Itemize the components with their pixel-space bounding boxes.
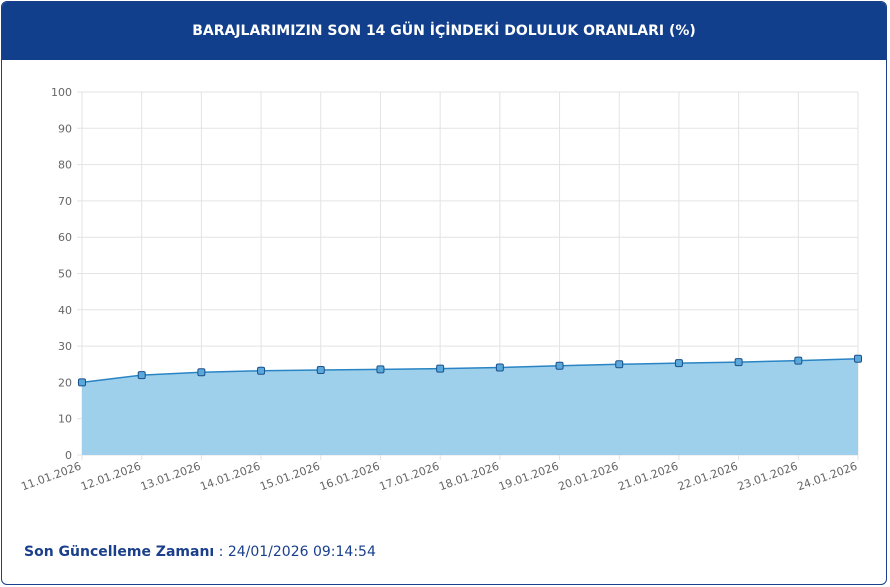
y-tick-label: 20 bbox=[58, 376, 72, 389]
x-tick-label: 17.01.2026 bbox=[378, 460, 442, 494]
y-tick-label: 10 bbox=[58, 413, 72, 426]
chart-title: BARAJLARIMIZIN SON 14 GÜN İÇİNDEKİ DOLUL… bbox=[2, 2, 886, 60]
y-tick-label: 100 bbox=[51, 86, 72, 99]
y-tick-label: 50 bbox=[58, 268, 72, 281]
point bbox=[615, 360, 624, 369]
area bbox=[82, 358, 858, 455]
point bbox=[376, 365, 385, 374]
point bbox=[316, 366, 325, 375]
point bbox=[555, 361, 564, 370]
point bbox=[674, 359, 683, 368]
line bbox=[81, 358, 859, 384]
x-tick-label: 24.01.2026 bbox=[795, 460, 859, 494]
x-tick-label: 19.01.2026 bbox=[497, 460, 561, 494]
y-tick-label: 80 bbox=[58, 159, 72, 172]
x-tick-label: 11.01.2026 bbox=[19, 460, 83, 494]
footer-value: : 24/01/2026 09:14:54 bbox=[218, 544, 376, 560]
x-tick-label: 16.01.2026 bbox=[318, 460, 382, 494]
x-tick-label: 13.01.2026 bbox=[139, 460, 203, 494]
x-tick-label: 23.01.2026 bbox=[736, 460, 800, 494]
footer-label: Son Güncelleme Zamanı bbox=[24, 544, 215, 560]
point bbox=[794, 356, 803, 365]
point bbox=[197, 368, 206, 377]
x-tick-label: 15.01.2026 bbox=[258, 460, 322, 494]
point bbox=[257, 366, 266, 375]
y-tick-label: 30 bbox=[58, 340, 72, 353]
y-tick-label: 90 bbox=[58, 122, 72, 135]
y-tick-label: 60 bbox=[58, 231, 72, 244]
point bbox=[495, 363, 504, 372]
x-tick-label: 20.01.2026 bbox=[557, 460, 621, 494]
point bbox=[734, 358, 743, 367]
point bbox=[436, 364, 445, 373]
point bbox=[137, 371, 146, 380]
x-tick-label: 18.01.2026 bbox=[437, 460, 501, 494]
y-tick-label: 0 bbox=[65, 449, 72, 462]
y-tick-label: 70 bbox=[58, 195, 72, 208]
footer: Son Güncelleme Zamanı : 24/01/2026 09:14… bbox=[24, 544, 376, 560]
point bbox=[78, 378, 86, 387]
chart: 0 10 20 30 40 50 60 70 80 90 100 11.01.202612.01.20… bbox=[19, 86, 862, 494]
x-tick-label: 14.01.2026 bbox=[198, 460, 262, 494]
y-tick-label: 40 bbox=[58, 304, 72, 317]
point bbox=[854, 354, 862, 363]
x-tick-label: 12.01.2026 bbox=[79, 460, 143, 494]
x-tick-label: 21.01.2026 bbox=[616, 460, 680, 494]
x-tick-label: 22.01.2026 bbox=[676, 460, 740, 494]
